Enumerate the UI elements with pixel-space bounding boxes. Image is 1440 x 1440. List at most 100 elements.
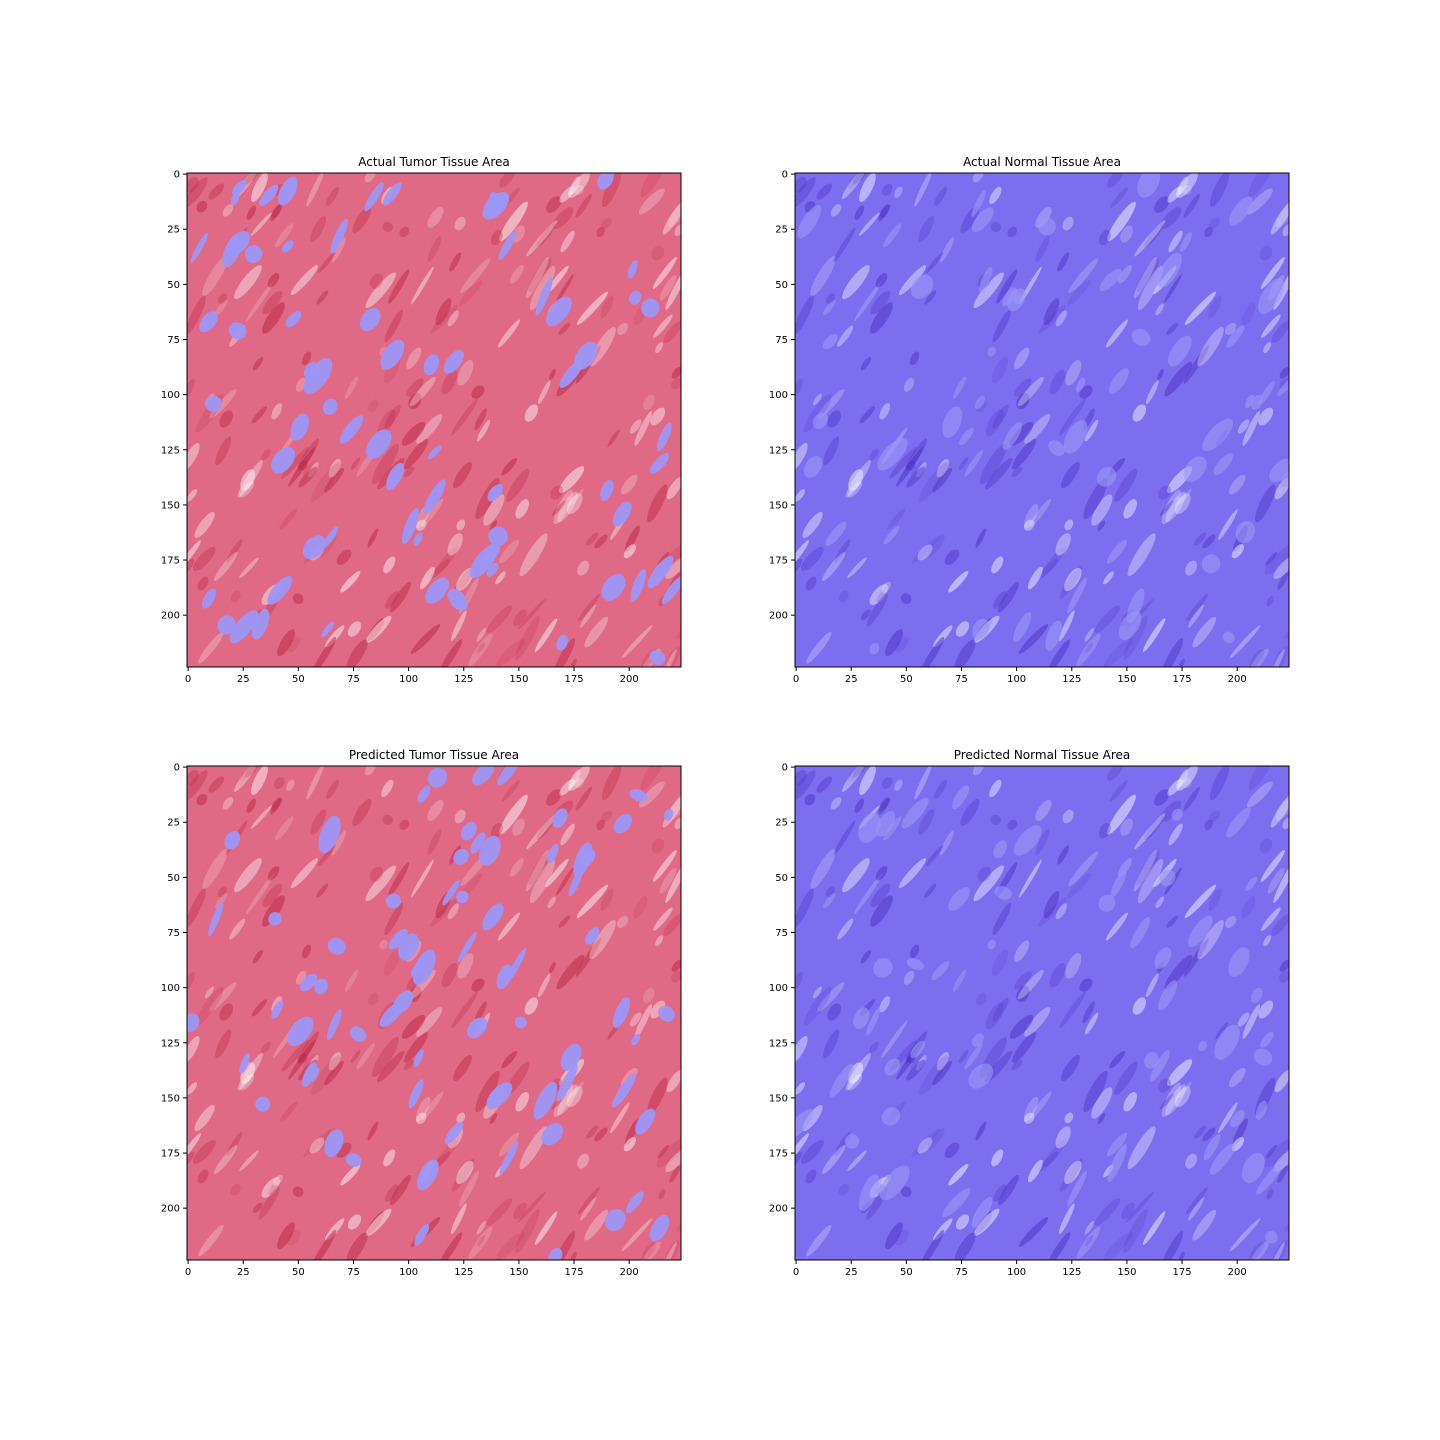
tissue-streak: [1264, 1138, 1289, 1168]
overlay-region: [379, 1001, 405, 1028]
tissue-streak: [1084, 1012, 1099, 1035]
tissue-streak: [879, 996, 891, 1013]
x-tick-label: 200: [620, 1267, 639, 1278]
tissue-streak: [379, 939, 388, 950]
tissue-streak: [1066, 873, 1091, 899]
overlay-region: [1235, 521, 1256, 544]
x-tick-label: 150: [1117, 674, 1136, 685]
tissue-streak: [281, 446, 309, 479]
tissue-streak: [1127, 533, 1156, 577]
y-tick-label: 175: [769, 556, 788, 567]
tissue-streak: [1266, 1188, 1274, 1200]
tissue-streak: [795, 379, 803, 397]
tissue-streak: [536, 223, 556, 248]
tissue-streak: [834, 538, 851, 563]
tissue-streak: [302, 460, 316, 476]
y-tick-label: 25: [167, 818, 180, 829]
tissue-streak: [1037, 304, 1067, 334]
y-tick-label: 125: [769, 445, 788, 456]
tissue-streak: [987, 346, 996, 357]
overlay-region: [635, 1108, 656, 1135]
tissue-streak: [251, 406, 267, 424]
tissue-streak: [919, 636, 945, 667]
tissue-streak: [1082, 1001, 1095, 1024]
y-tick-label: 125: [769, 1038, 788, 1049]
tissue-streak: [497, 319, 520, 348]
tissue-streak: [1241, 302, 1256, 326]
overlay-region: [1075, 377, 1086, 393]
overlay-region: [884, 1058, 901, 1076]
tissue-streak: [992, 997, 1009, 1022]
panel-2: Actual Normal Tissue Area 0 25 50 75 100 125 15…: [769, 155, 1290, 685]
tissue-streak: [385, 1184, 399, 1202]
overlay-region: [322, 398, 338, 415]
tissue-streak: [924, 290, 937, 305]
tissue-streak: [980, 443, 1007, 485]
tissue-streak: [208, 776, 224, 793]
tissue-streak: [534, 618, 558, 653]
tissue-streak: [347, 1214, 362, 1230]
tissue-streak: [460, 258, 491, 294]
tissue-streak: [1159, 1093, 1175, 1110]
tissue-streak: [642, 1241, 661, 1260]
y-tick-label: 200: [161, 1204, 180, 1215]
tissue-streak: [490, 229, 503, 246]
tissue-streak: [919, 1055, 949, 1095]
tissue-streak: [869, 584, 889, 605]
overlay-region: [330, 218, 348, 254]
tissue-streak: [1208, 217, 1221, 230]
overlay-region: [310, 1067, 320, 1082]
tissue-streak: [795, 177, 816, 208]
tissue-streak: [1064, 1112, 1074, 1124]
overlay-region: [1110, 870, 1127, 898]
tissue-streak: [584, 616, 609, 648]
tissue-streak: [557, 1084, 578, 1116]
tissue-streak: [441, 962, 458, 988]
tissue-streak: [1174, 493, 1191, 515]
tissue-streak: [806, 631, 832, 664]
tissue-streak: [1184, 291, 1217, 325]
tissue-streak: [383, 949, 401, 977]
tissue-streak: [869, 1041, 879, 1054]
tissue-streak: [476, 1220, 487, 1235]
overlay-region: [579, 849, 596, 868]
tissue-streak: [989, 186, 1002, 205]
tissue-streak: [973, 865, 1004, 902]
tissue-streak: [187, 295, 206, 335]
y-tick-label: 150: [769, 500, 788, 511]
overlay-region: [278, 176, 298, 206]
tissue-streak: [833, 820, 856, 856]
tissue-streak: [1168, 230, 1183, 253]
tissue-streak: [336, 1142, 352, 1159]
tissue-streak: [903, 970, 915, 985]
tissue-streak: [674, 817, 681, 830]
y-tick-label: 200: [161, 611, 180, 622]
tissue-streak: [187, 379, 195, 397]
tissue-streak: [1145, 380, 1159, 405]
tissue-streak: [812, 393, 822, 406]
tissue-streak: [1242, 411, 1261, 446]
y-tick-label: 25: [167, 225, 180, 236]
y-tick-label: 125: [161, 1038, 180, 1049]
tissue-streak: [566, 1086, 583, 1108]
x-tick-label: 75: [955, 674, 968, 685]
tissue-streak: [273, 1174, 284, 1186]
tissue-streak: [1121, 1202, 1135, 1220]
x-tick-label: 150: [509, 1267, 528, 1278]
tissue-streak: [377, 409, 396, 437]
overlay-region: [442, 879, 460, 906]
tissue-streak: [1017, 376, 1044, 407]
tissue-streak: [1263, 935, 1272, 947]
tissue-streak: [499, 201, 528, 242]
tissue-streak: [944, 1142, 960, 1159]
tissue-streak: [515, 1208, 540, 1253]
tissue-streak: [1083, 477, 1108, 520]
tissue-streak: [1042, 546, 1067, 575]
y-tick-label: 50: [775, 280, 788, 291]
tissue-streak: [1059, 565, 1083, 599]
overlay-region: [974, 396, 985, 410]
tissue-image: [795, 766, 1289, 1260]
tissue-streak: [1261, 907, 1281, 931]
x-tick-label: 75: [347, 674, 360, 685]
tissue-streak: [932, 1060, 952, 1086]
